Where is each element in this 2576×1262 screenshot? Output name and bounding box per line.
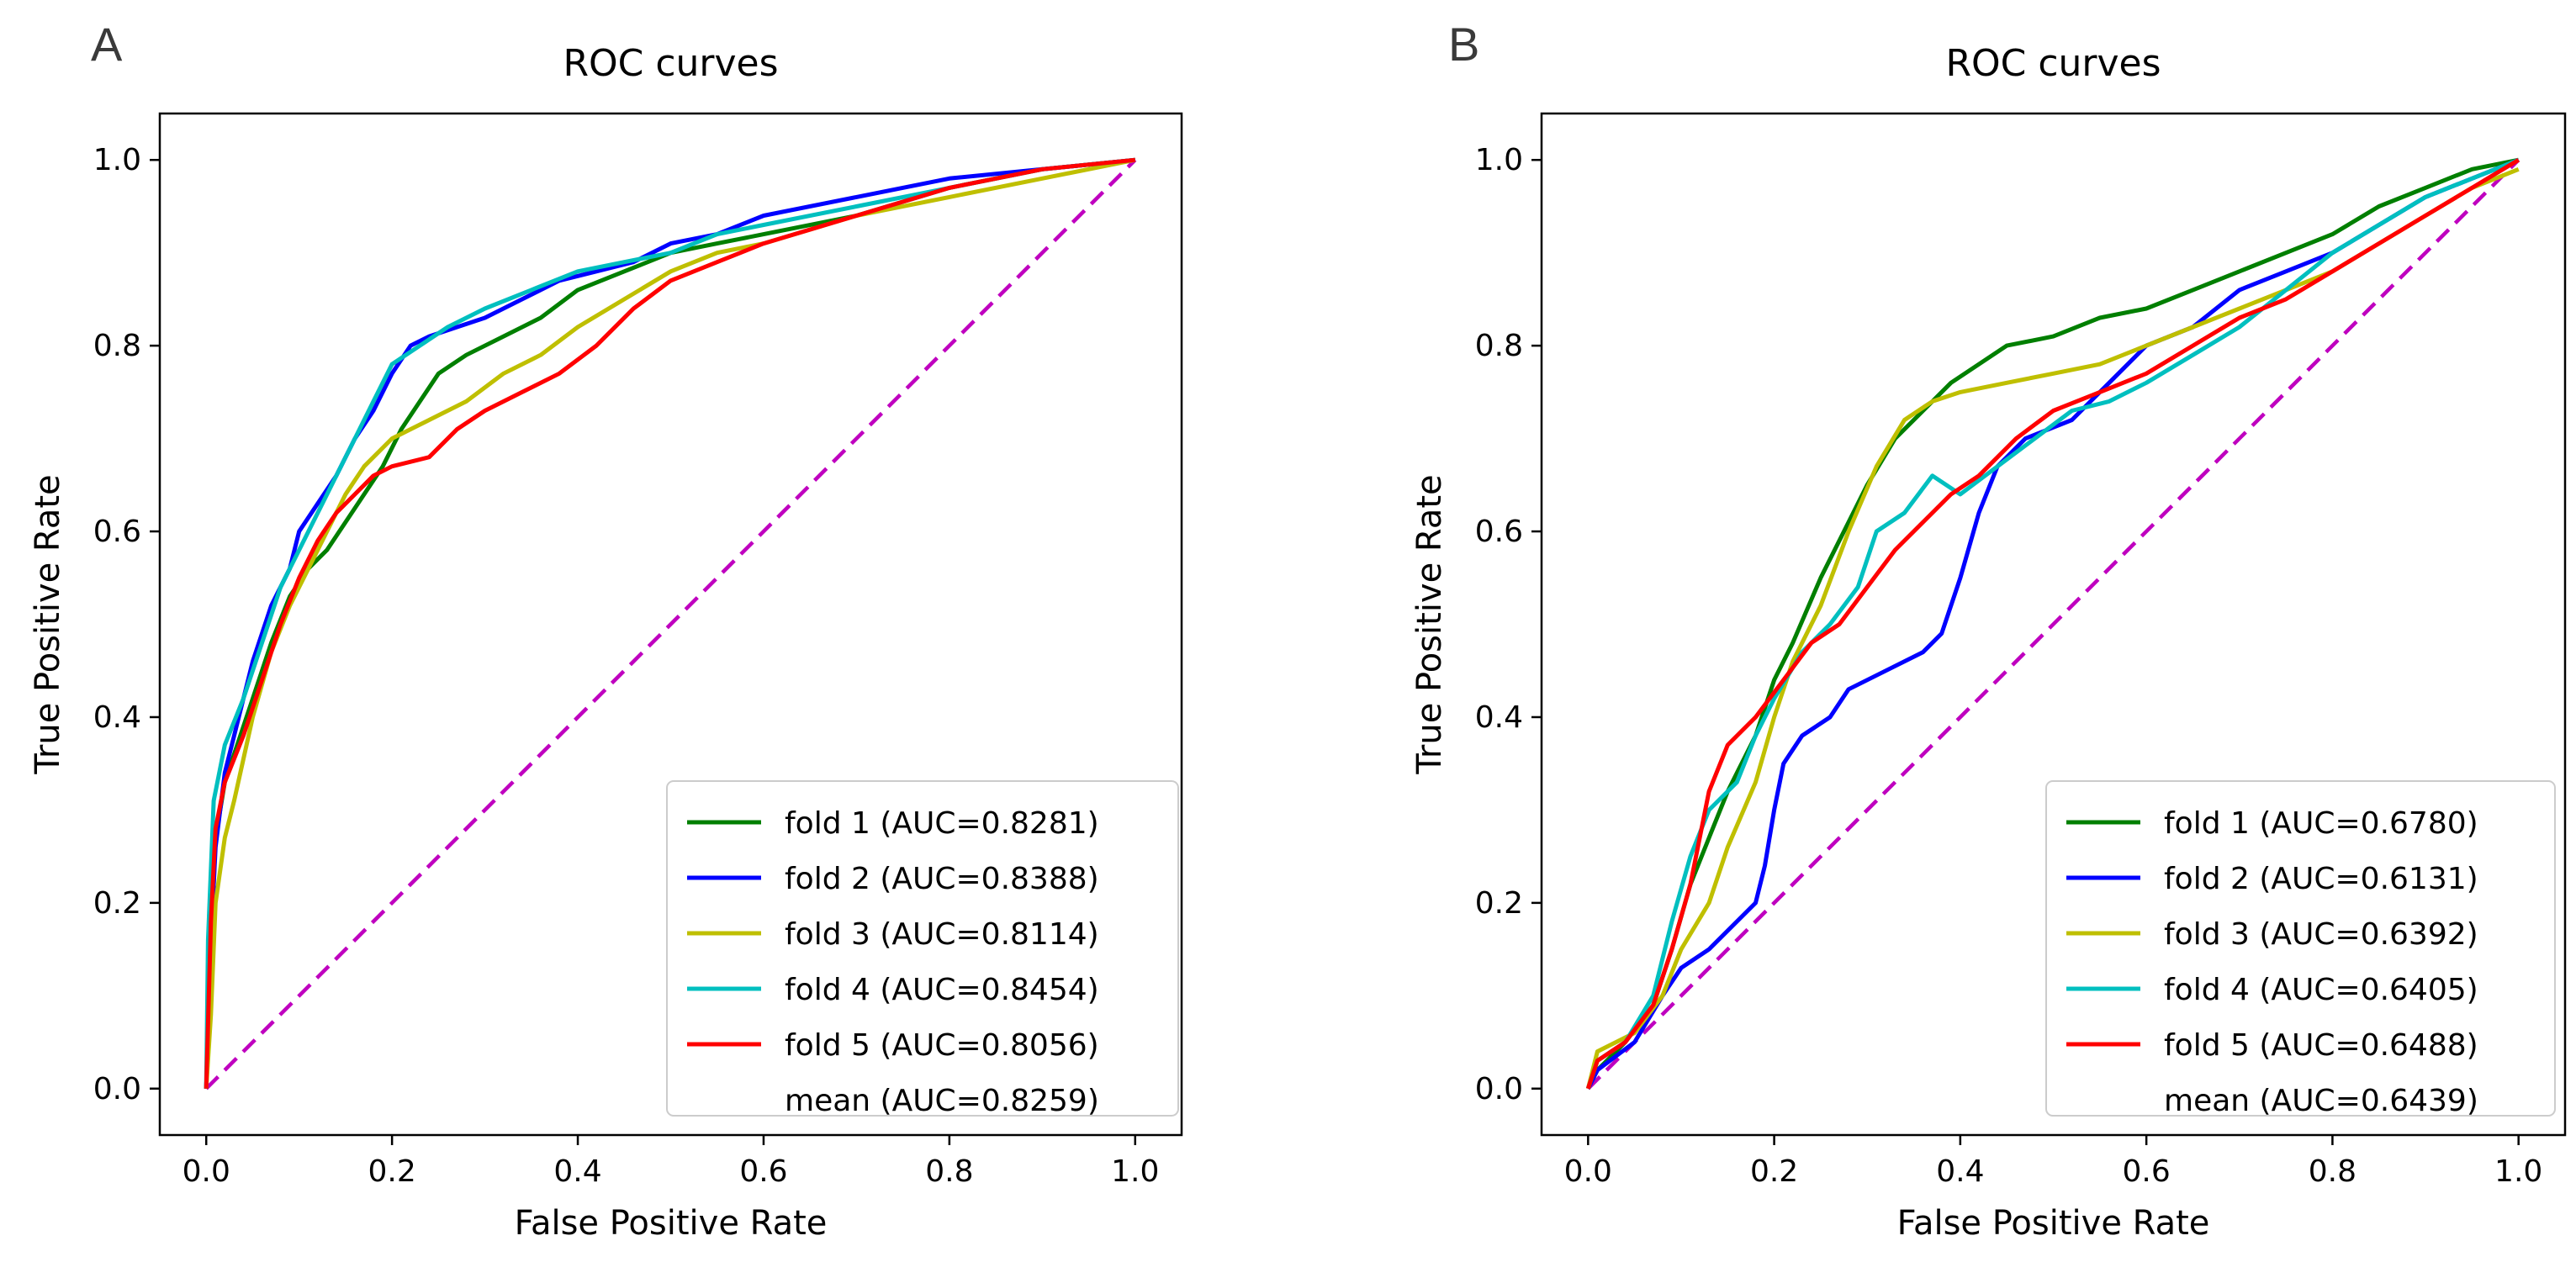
y-tick-label: 1.0: [93, 143, 141, 177]
panel-label: B: [1448, 18, 1479, 71]
x-tick-label: 1.0: [1111, 1154, 1159, 1189]
y-tick-label: 0.8: [1475, 329, 1523, 363]
y-axis-label: True Positive Rate: [1410, 474, 1449, 774]
y-tick-label: 0.4: [93, 700, 141, 735]
chance-diagonal-line: [204, 158, 1137, 1090]
y-tick-label: 0.6: [1475, 515, 1523, 549]
roc-curve-fold-5: [204, 157, 1136, 1089]
roc-curve-fold-1: [204, 157, 1136, 1089]
y-tick-label: 0.0: [1475, 1072, 1523, 1106]
y-tick-label: 0.2: [93, 886, 141, 921]
legend-entry: fold 1 (AUC=0.8281): [785, 806, 1099, 841]
roc-panel-b: B ROC curves 0.0 0.2 0.4 0.6 0.8 1.0 0.0 0.2 0.4 0.…: [1410, 18, 2567, 1243]
x-axis-label: False Positive Rate: [1897, 1204, 2210, 1243]
legend-entry: fold 1 (AUC=0.6780): [2164, 806, 2478, 841]
chart-title: ROC curves: [563, 42, 778, 85]
legend-entry: fold 4 (AUC=0.8454): [785, 973, 1099, 1007]
legend-entry: fold 2 (AUC=0.6131): [2164, 862, 2478, 896]
x-tick-label: 0.4: [553, 1154, 601, 1189]
plot-frame: [158, 112, 1183, 1137]
legend-entry: fold 2 (AUC=0.8388): [785, 862, 1099, 896]
y-axis-label: True Positive Rate: [29, 474, 67, 774]
roc-panel-a: A ROC curves 0.0 0.2 0.4 0.6 0.8 1.0 0.0 0.2 0.4 0.…: [29, 18, 1183, 1243]
x-tick-label: 0.4: [1936, 1154, 1984, 1189]
legend-entry: fold 3 (AUC=0.6392): [2164, 917, 2478, 952]
legend-entry: fold 4 (AUC=0.6405): [2164, 973, 2478, 1007]
plot-area: [204, 157, 1137, 1090]
legend-box: [2045, 780, 2556, 1117]
x-tick-label: 1.0: [2494, 1154, 2542, 1189]
x-tick-label: 0.2: [368, 1154, 416, 1189]
x-tick-label: 0.6: [2123, 1154, 2171, 1189]
roc-curve-fold-4: [204, 157, 1136, 1089]
chart-title: ROC curves: [1945, 42, 2161, 85]
roc-curve-fold-4: [1585, 157, 2520, 1090]
roc-curve-fold-3: [1585, 166, 2520, 1090]
legend-box: [666, 780, 1179, 1117]
legend: fold 1 (AUC=0.6780) fold 2 (AUC=0.6131) fo…: [2045, 780, 2556, 1118]
y-tick-label: 0.8: [93, 329, 141, 363]
x-tick-label: 0.0: [182, 1154, 230, 1189]
x-tick-label: 0.8: [2309, 1154, 2356, 1189]
x-tick-label: 0.2: [1750, 1154, 1798, 1189]
legend-entry: mean (AUC=0.8259): [785, 1084, 1099, 1118]
x-tick-label: 0.8: [925, 1154, 973, 1189]
y-tick-label: 0.6: [93, 515, 141, 549]
legend-entry: mean (AUC=0.6439): [2164, 1084, 2478, 1118]
y-tick-label: 1.0: [1475, 143, 1523, 177]
legend-entry: fold 5 (AUC=0.6488): [2164, 1028, 2478, 1063]
x-axis-label: False Positive Rate: [515, 1204, 828, 1243]
legend: fold 1 (AUC=0.8281) fold 2 (AUC=0.8388) fo…: [666, 780, 1179, 1118]
y-tick-label: 0.4: [1475, 700, 1523, 735]
legend-entry: fold 5 (AUC=0.8056): [785, 1028, 1099, 1063]
x-tick-label: 0.6: [739, 1154, 787, 1189]
x-tick-label: 0.0: [1564, 1154, 1612, 1189]
chance-diagonal-line: [1586, 158, 2520, 1090]
panel-label: A: [91, 18, 123, 71]
roc-curve-fold-5: [1585, 158, 2520, 1090]
roc-curve-fold-2: [1586, 157, 2520, 1090]
y-tick-label: 0.0: [93, 1072, 141, 1106]
plot-area: [1585, 157, 2520, 1090]
legend-entry: fold 3 (AUC=0.8114): [785, 917, 1099, 952]
y-tick-label: 0.2: [1475, 886, 1523, 921]
plot-frame: [1540, 112, 2567, 1137]
